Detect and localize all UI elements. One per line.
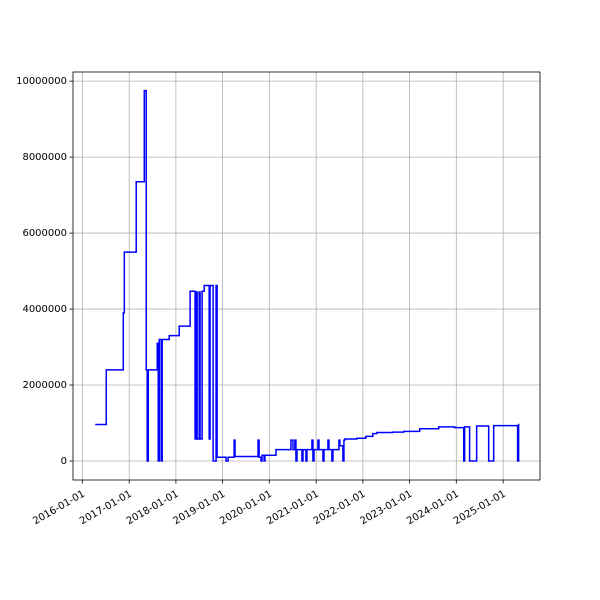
x-tick-label: 2023-01-01 — [358, 489, 414, 528]
y-tick-label: 4000000 — [22, 304, 67, 315]
y-tick-label: 10000000 — [16, 76, 67, 87]
x-tick-label: 2016-01-01 — [31, 489, 87, 528]
x-tick-label: 2022-01-01 — [312, 489, 368, 528]
x-tick-label: 2019-01-01 — [171, 489, 227, 528]
x-tick-label: 2018-01-01 — [125, 489, 181, 528]
x-tick-label: 2021-01-01 — [265, 489, 321, 528]
x-tick-label: 2020-01-01 — [218, 489, 274, 528]
y-tick-label: 8000000 — [22, 152, 67, 163]
data-line — [95, 89, 520, 462]
x-tick-label: 2025-01-01 — [452, 489, 508, 528]
plot-frame — [72, 71, 541, 481]
y-tick-label: 2000000 — [22, 380, 67, 391]
x-tick-label: 2024-01-01 — [405, 489, 461, 528]
x-tick-label: 2017-01-01 — [78, 489, 134, 528]
y-tick-label: 0 — [61, 456, 67, 467]
y-tick-label: 6000000 — [22, 228, 67, 239]
